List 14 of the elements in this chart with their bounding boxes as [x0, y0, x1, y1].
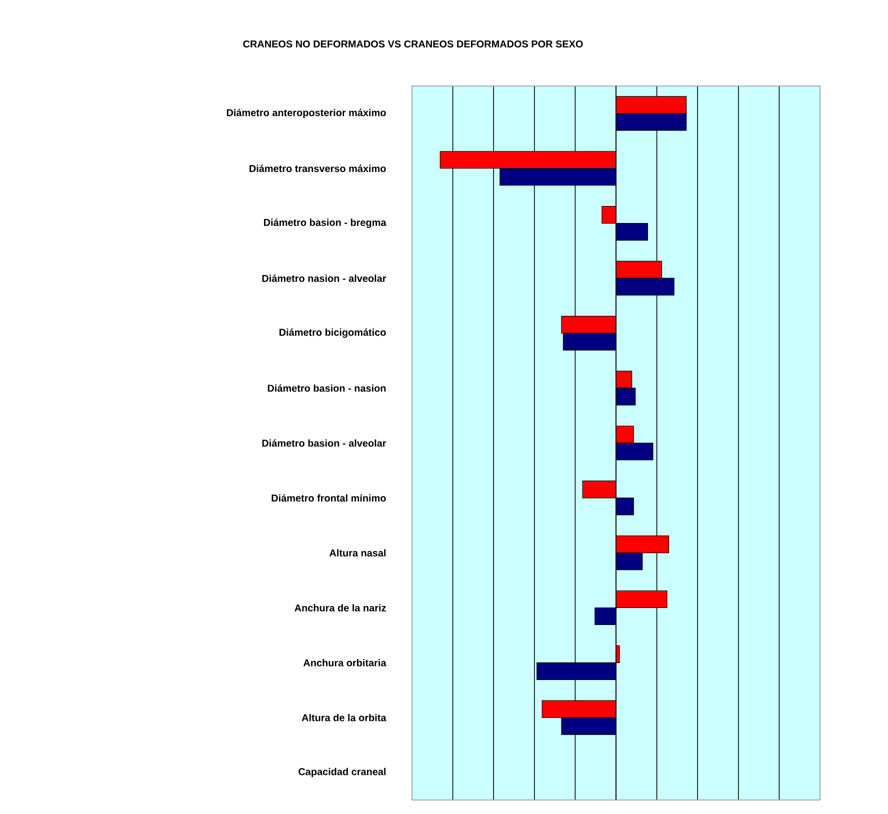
- y-tick-label: Anchura de la nariz: [294, 604, 386, 612]
- y-tick-label: Anchura orbitaria: [303, 659, 386, 666]
- y-tick-label: Diámetro anteroposterior máximo: [226, 108, 386, 118]
- y-tick-label: Diámetro bicigomático: [280, 328, 386, 338]
- y-tick-label: Diámetro basion - bregma: [264, 218, 386, 228]
- y-tick-label: Diámetro basion - alveolar: [262, 439, 386, 447]
- y-tick-label: Diámetro basion - nasion: [268, 384, 386, 392]
- y-tick-label: Diámetro nasion - alveolar: [262, 274, 386, 282]
- y-tick-label: Diámetro transverso máximo: [250, 164, 386, 172]
- chart-title: CRANEOS NO DEFORMADOS VS CRANEOS DEFORMADOS POR SEXO: [243, 40, 583, 48]
- y-tick-label: Diámetro frontal mínimo: [272, 494, 386, 502]
- y-tick-label: Altura de la orbita: [302, 714, 386, 722]
- y-tick-label: Altura nasal: [329, 549, 386, 556]
- y-tick-label: Capacidad craneal: [298, 768, 386, 778]
